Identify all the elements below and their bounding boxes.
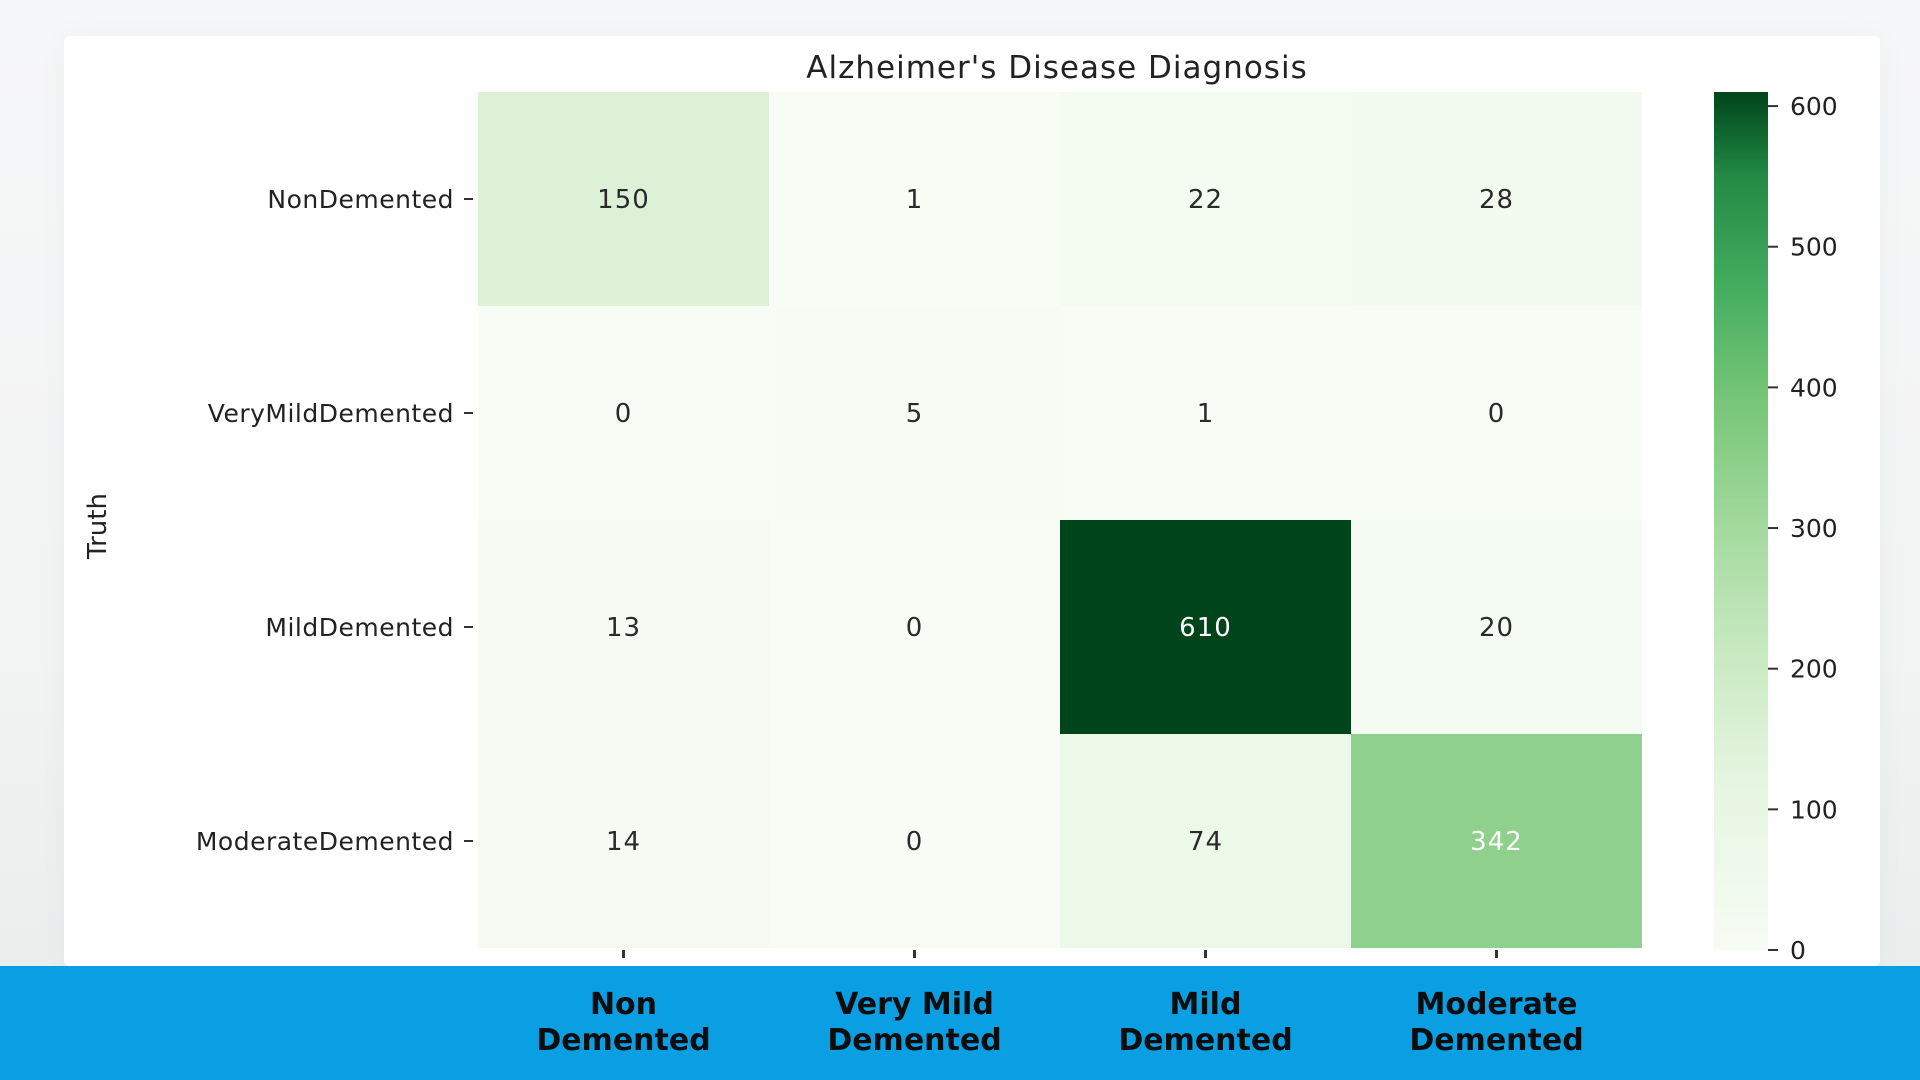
colorbar-tick-label: 600 xyxy=(1790,92,1838,121)
row-tick-label: VeryMildDemented xyxy=(208,399,454,428)
colorbar xyxy=(1714,92,1768,950)
cell-value-label: 342 xyxy=(1470,827,1523,857)
heatmap-cell xyxy=(478,306,769,520)
colorbar-tick-label: 100 xyxy=(1790,795,1838,824)
row-tick-label: NonDemented xyxy=(267,185,454,214)
heatmap-cell xyxy=(1060,520,1351,734)
heatmap-cell xyxy=(769,734,1060,948)
heatmap-cell xyxy=(1351,520,1642,734)
heatmap-cell xyxy=(478,92,769,306)
column-tick-label: Non Demented xyxy=(536,987,711,1058)
cell-value-label: 22 xyxy=(1188,185,1223,215)
cell-value-label: 74 xyxy=(1188,827,1223,857)
row-labels: NonDemented VeryMildDemented MildDemented M… xyxy=(196,185,473,856)
cell-value-label: 14 xyxy=(606,827,641,857)
cell-value-label: 610 xyxy=(1179,613,1232,643)
cell-value-label: 0 xyxy=(1488,399,1506,429)
heatmap-cell xyxy=(1351,92,1642,306)
heatmap-cell xyxy=(769,520,1060,734)
cell-value-label: 0 xyxy=(615,399,633,429)
cell-value-label: 0 xyxy=(906,827,924,857)
x-axis-ticks xyxy=(622,950,1498,958)
colorbar-tick-label: 300 xyxy=(1790,514,1838,543)
heatmap-cell xyxy=(1060,306,1351,520)
heatmap-cell xyxy=(769,92,1060,306)
row-tick-label: ModerateDemented xyxy=(196,827,454,856)
colorbar-tick-label: 200 xyxy=(1790,655,1838,684)
colorbar-tick-label: 500 xyxy=(1790,233,1838,262)
colorbar-tick-label: 0 xyxy=(1790,936,1806,965)
chart-title: Alzheimer's Disease Diagnosis xyxy=(806,50,1307,86)
heatmap-cell xyxy=(1060,92,1351,306)
heatmap-cell xyxy=(478,734,769,948)
cell-value-label: 1 xyxy=(1197,399,1215,429)
heatmap-cell xyxy=(1351,734,1642,948)
column-tick-label: Mild Demented xyxy=(1118,987,1293,1058)
cell-value-label: 5 xyxy=(906,399,924,429)
heatmap-cell xyxy=(478,520,769,734)
confusion-matrix-heatmap: Alzheimer's Disease Diagnosis Truth 150 1… xyxy=(83,50,1838,965)
cell-value-label: 28 xyxy=(1479,185,1514,215)
cell-value-label: 20 xyxy=(1479,613,1514,643)
y-axis-label: Truth xyxy=(83,493,113,560)
cell-value-label: 13 xyxy=(606,613,641,643)
colorbar-ticks: 0 100 200 300 400 500 600 xyxy=(1768,92,1838,965)
heatmap-cell xyxy=(1351,306,1642,520)
row-tick-label: MildDemented xyxy=(265,613,454,642)
heatmap-cell xyxy=(1060,734,1351,948)
colorbar-tick-label: 400 xyxy=(1790,373,1838,402)
column-label-band: Non Demented Very Mild Demented Mild Demented… xyxy=(0,966,1920,1080)
heatmap-cell xyxy=(769,306,1060,520)
column-tick-label: Moderate Demented xyxy=(1409,987,1584,1058)
cell-value-label: 1 xyxy=(906,185,924,215)
column-tick-label: Very Mild Demented xyxy=(827,987,1002,1058)
cell-value-label: 150 xyxy=(597,185,650,215)
cell-value-label: 0 xyxy=(906,613,924,643)
